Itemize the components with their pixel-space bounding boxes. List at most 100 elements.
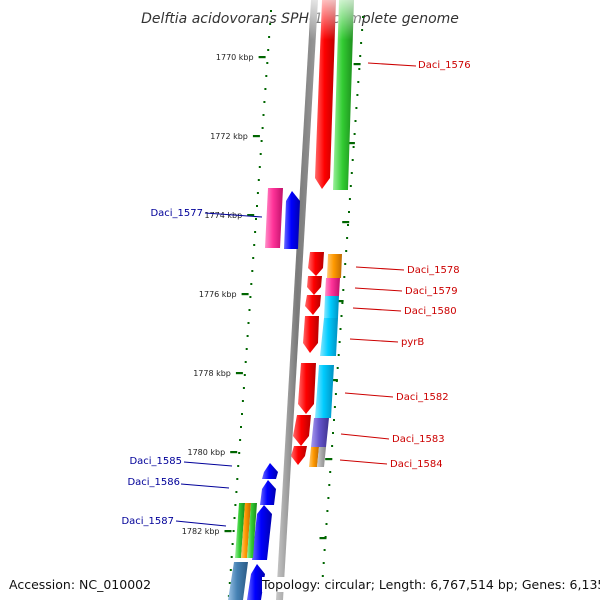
- gene-label-daci-1584[interactable]: Daci_1584: [390, 459, 443, 470]
- gene-label-daci-1576[interactable]: Daci_1576: [418, 60, 471, 71]
- track-dot: [337, 354, 340, 356]
- cog-bar-daci-1584: [309, 447, 326, 467]
- track-dot: [242, 387, 245, 389]
- ruler-tick: [319, 537, 327, 540]
- ruler-tick: [235, 372, 243, 375]
- track-dot: [339, 328, 342, 330]
- track-dot: [333, 406, 336, 408]
- track-dot: [234, 504, 237, 506]
- cog-bar-daci-1580: [324, 296, 339, 318]
- track-dot: [260, 140, 263, 142]
- track-dot: [358, 68, 361, 70]
- gene-arrow-daci-1576[interactable]: [315, 0, 336, 189]
- ruler-tick: [325, 458, 333, 461]
- track-dot: [355, 107, 358, 109]
- track-dot: [262, 114, 265, 116]
- gene-label-daci-1583[interactable]: Daci_1583: [392, 434, 445, 445]
- track-dot: [251, 270, 254, 272]
- track-dot: [352, 146, 355, 148]
- gene-arrow-daci-1577[interactable]: [284, 191, 300, 249]
- gene-arrow-daci-1586[interactable]: [260, 480, 276, 505]
- track-dot: [270, 10, 272, 12]
- gene-label-daci-1577[interactable]: Daci_1577: [150, 208, 203, 219]
- track-dot: [258, 166, 261, 168]
- track-dot: [357, 81, 360, 83]
- track-dot: [345, 250, 348, 252]
- track-dot: [346, 237, 349, 239]
- cog-bar-daci-1583: [311, 418, 329, 447]
- label-leader-line: [183, 461, 233, 467]
- track-dot: [232, 530, 235, 532]
- track-dot: [237, 465, 240, 467]
- track-dot: [245, 348, 248, 350]
- track-dot: [243, 374, 246, 376]
- track-dot: [241, 413, 243, 415]
- gene-label-daci-1586[interactable]: Daci_1586: [127, 477, 180, 488]
- gene-labels: Daci_1576 Daci_1577 Daci_1578 Daci_1579 Daci…: [121, 60, 470, 527]
- track-dot: [327, 497, 330, 499]
- track-dot: [349, 185, 352, 187]
- track-dot: [233, 517, 236, 519]
- track-dot: [353, 133, 356, 135]
- cog-bar-daci-1582: [315, 365, 334, 418]
- track-dot: [359, 55, 362, 57]
- ruler-label: 1780 kbp: [187, 448, 225, 457]
- track-dot: [342, 289, 345, 291]
- track-dot: [249, 296, 252, 298]
- cog-bar-daci-1577: [265, 188, 283, 248]
- gene-arrow-daci-1580[interactable]: [305, 295, 321, 315]
- track-dot: [241, 400, 244, 402]
- gene-arrow-next[interactable]: [247, 564, 265, 600]
- track-dot: [240, 426, 242, 428]
- gene-arrow-daci-1584[interactable]: [291, 446, 307, 465]
- track-dot: [236, 478, 239, 480]
- cog-bar-next: [228, 562, 248, 600]
- track-dot: [344, 263, 347, 265]
- gene-arrow-daci-1585[interactable]: [262, 463, 278, 479]
- track-dot: [321, 575, 324, 577]
- ruler-tick: [330, 379, 338, 382]
- track-dot: [334, 393, 337, 395]
- gene-features: [228, 0, 360, 600]
- cog-bar-daci-1579: [325, 278, 340, 296]
- track-dot: [267, 49, 270, 51]
- label-leader-line: [367, 62, 417, 67]
- gene-arrow-daci-1578[interactable]: [308, 252, 324, 276]
- track-dot: [322, 562, 325, 564]
- gene-arrow-pyrb[interactable]: [303, 316, 319, 353]
- track-dot: [256, 205, 258, 207]
- ruler-tick: [336, 300, 344, 303]
- track-dot: [255, 218, 257, 220]
- ruler-label: 1778 kbp: [193, 369, 231, 378]
- gene-label-daci-1579[interactable]: Daci_1579: [405, 286, 458, 297]
- track-dot: [351, 159, 354, 161]
- gene-arrow-daci-1587[interactable]: [252, 505, 272, 560]
- gene-label-daci-1585[interactable]: Daci_1585: [129, 456, 182, 467]
- gene-label-daci-1578[interactable]: Daci_1578: [407, 265, 460, 276]
- track-dot: [331, 445, 334, 447]
- cog-bar-daci-1578: [327, 254, 342, 278]
- gene-label-pyrb[interactable]: pyrB: [401, 337, 424, 348]
- gene-label-daci-1582[interactable]: Daci_1582: [396, 392, 449, 403]
- track-dot: [256, 192, 259, 194]
- gene-arrow-daci-1579[interactable]: [307, 276, 322, 295]
- track-dot: [244, 361, 247, 363]
- gene-label-daci-1580[interactable]: Daci_1580: [404, 306, 457, 317]
- gene-label-daci-1587[interactable]: Daci_1587: [121, 516, 174, 527]
- ruler-tick: [353, 63, 361, 66]
- ruler-label: 1776 kbp: [199, 290, 237, 299]
- track-dot: [253, 244, 256, 246]
- track-dot: [333, 419, 335, 421]
- track-dot: [343, 276, 346, 278]
- label-leader-line: [355, 266, 405, 271]
- track-dot: [230, 556, 233, 558]
- track-dot: [326, 510, 329, 512]
- gene-arrow-daci-1583[interactable]: [293, 415, 311, 446]
- gene-arrow-daci-1582[interactable]: [298, 363, 316, 414]
- track-dot: [329, 471, 332, 473]
- track-dot: [328, 484, 331, 486]
- ruler-tick: [258, 56, 266, 59]
- map-title: Delftia acidovorans SPH-1, complete geno…: [141, 11, 459, 27]
- outer-tick-track-left: [227, 10, 272, 597]
- track-dot: [347, 224, 349, 226]
